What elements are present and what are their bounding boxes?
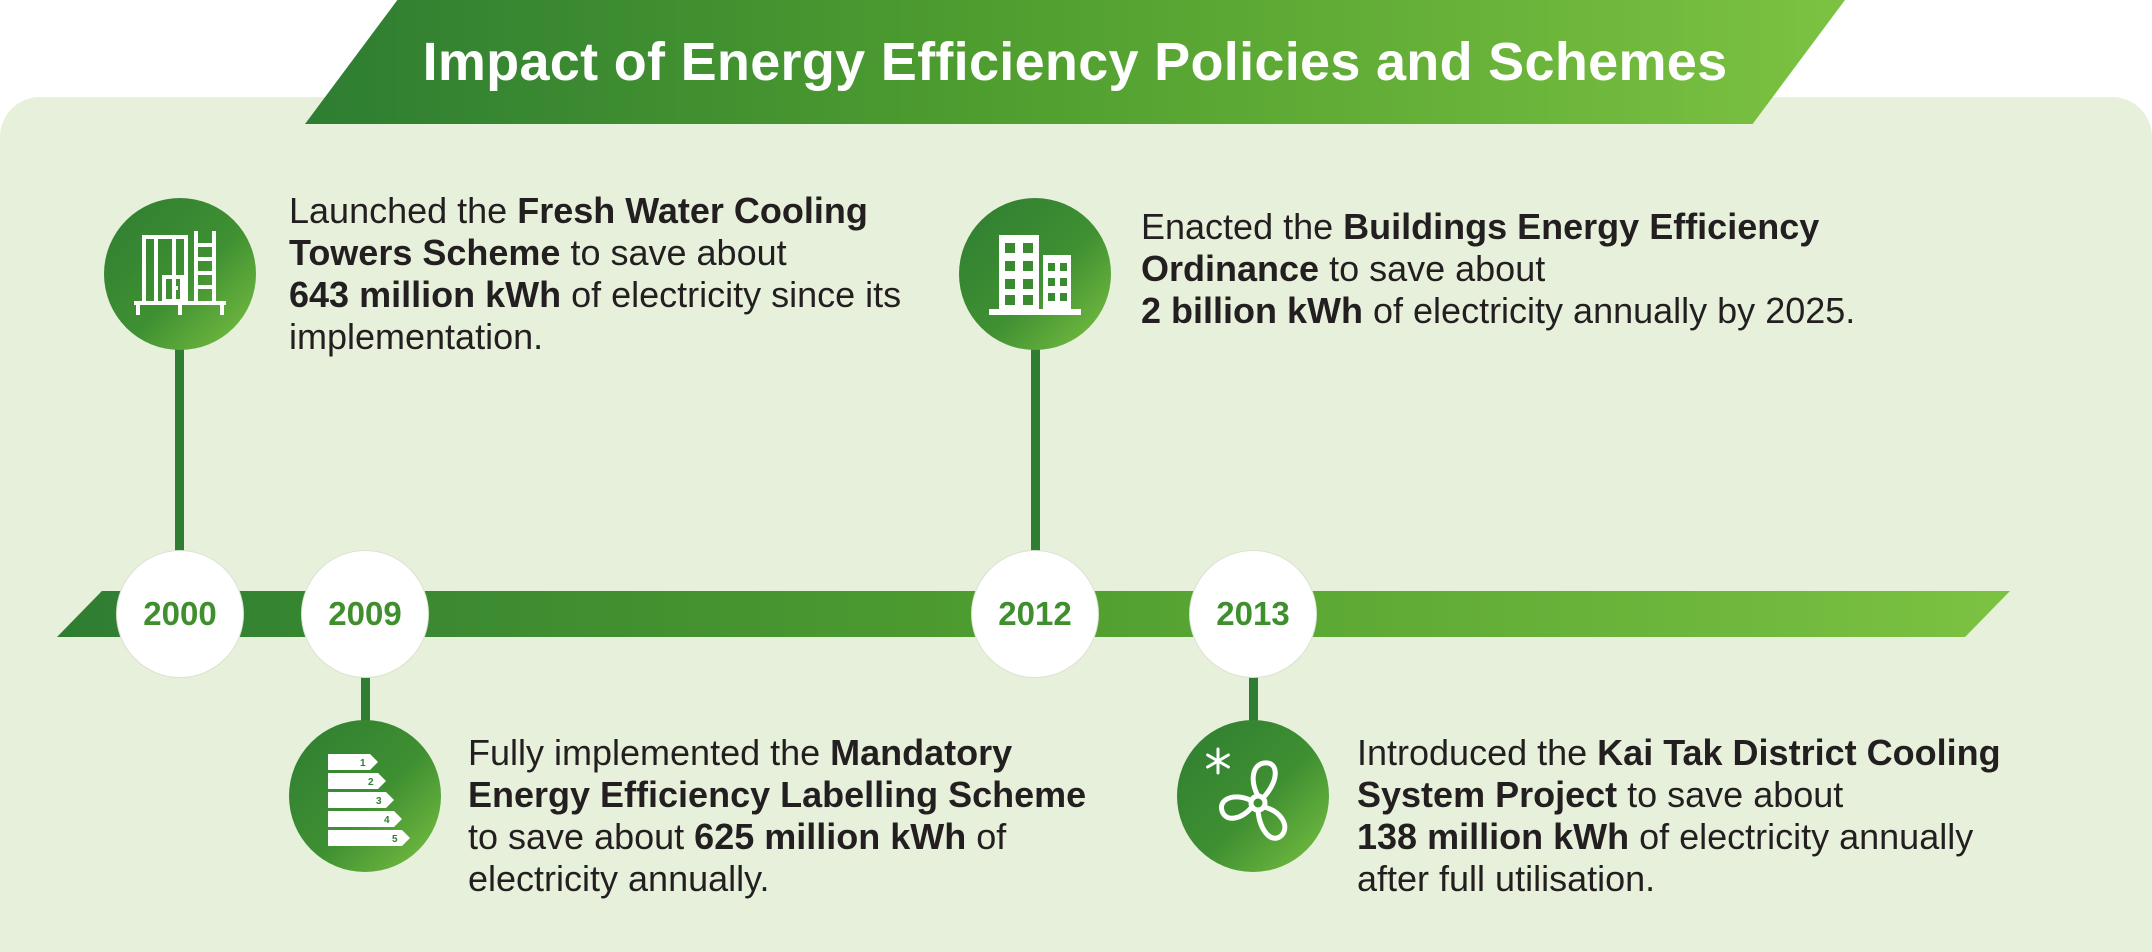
- fan-snowflake-icon: [1206, 747, 1288, 841]
- event-2009-description: Fully implemented the Mandatory Energy E…: [468, 732, 1087, 899]
- year-2012: 2012: [971, 550, 1099, 678]
- year-2009: 2009: [301, 550, 429, 678]
- connector-2012: [1031, 340, 1040, 552]
- year-2013: 2013: [1189, 550, 1317, 678]
- event-2012-description: Enacted the Buildings Energy Efficiency …: [1141, 206, 1856, 331]
- year-2000: 2000: [116, 550, 244, 678]
- event-2000-description: Launched the Fresh Water Cooling Towers …: [289, 190, 902, 357]
- label-number-4: 4: [384, 815, 390, 826]
- label-number-2: 2: [368, 777, 374, 788]
- icon-circle-2009: 1 2 3 4 5: [289, 720, 441, 872]
- buildings-icon: [989, 235, 1081, 315]
- label-number-3: 3: [376, 796, 382, 807]
- connector-2013: [1249, 676, 1258, 722]
- icon-circle-2000: [104, 198, 256, 350]
- icon-circle-2012: [959, 198, 1111, 350]
- connector-2009: [361, 676, 370, 722]
- label-number-1: 1: [360, 758, 366, 769]
- icon-circle-2013: [1177, 720, 1329, 872]
- label-number-5: 5: [392, 834, 398, 845]
- connector-2000: [175, 340, 184, 552]
- cooling-tower-icon: [134, 231, 226, 315]
- energy-label-icon: 1 2 3 4 5: [328, 754, 410, 846]
- title-banner: [305, 0, 1845, 124]
- page-title: Impact of Energy Efficiency Policies and…: [422, 32, 1728, 92]
- event-2013-description: Introduced the Kai Tak District Cooling …: [1357, 732, 2001, 899]
